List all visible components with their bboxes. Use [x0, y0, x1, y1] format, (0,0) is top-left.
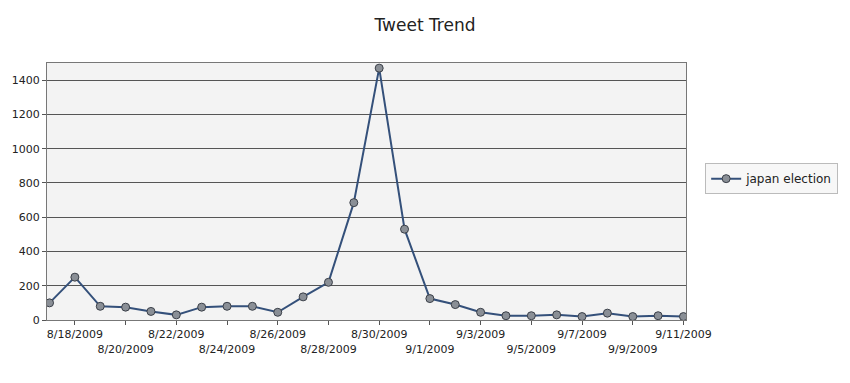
svg-text:8/30/2009: 8/30/2009 [351, 328, 407, 341]
svg-text:800: 800 [19, 177, 40, 190]
svg-text:1000: 1000 [12, 143, 40, 156]
svg-text:600: 600 [19, 211, 40, 224]
svg-text:8/26/2009: 8/26/2009 [250, 328, 306, 341]
svg-text:Tweet Trend: Tweet Trend [374, 15, 476, 35]
svg-text:1400: 1400 [12, 74, 40, 87]
svg-text:400: 400 [19, 245, 40, 258]
svg-text:9/7/2009: 9/7/2009 [557, 328, 606, 341]
svg-text:9/11/2009: 9/11/2009 [655, 328, 711, 341]
svg-text:9/3/2009: 9/3/2009 [456, 328, 505, 341]
svg-text:9/5/2009: 9/5/2009 [507, 343, 556, 356]
svg-text:1200: 1200 [12, 108, 40, 121]
svg-text:8/18/2009: 8/18/2009 [47, 328, 103, 341]
svg-text:8/22/2009: 8/22/2009 [148, 328, 204, 341]
svg-text:9/9/2009: 9/9/2009 [608, 343, 657, 356]
svg-text:8/24/2009: 8/24/2009 [199, 343, 255, 356]
svg-text:200: 200 [19, 280, 40, 293]
svg-text:9/1/2009: 9/1/2009 [405, 343, 454, 356]
svg-text:8/28/2009: 8/28/2009 [300, 343, 356, 356]
svg-text:8/20/2009: 8/20/2009 [97, 343, 153, 356]
svg-text:0: 0 [33, 314, 40, 327]
svg-text:japan election: japan election [745, 172, 831, 186]
